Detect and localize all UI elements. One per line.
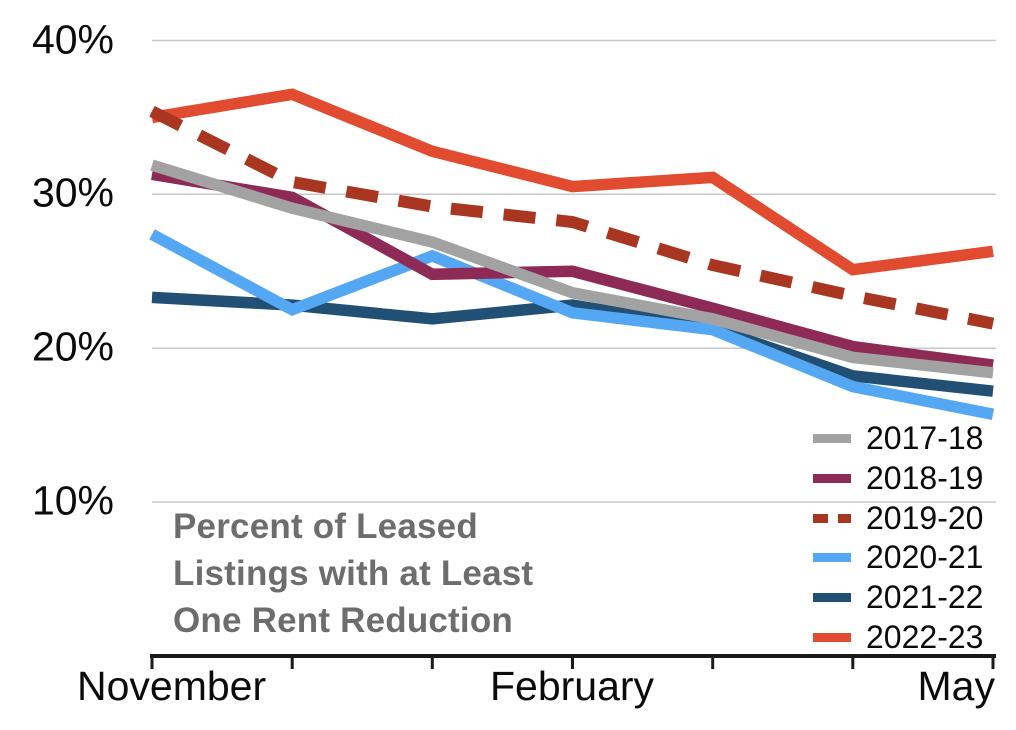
legend-swatch-2021-22-icon: [813, 593, 851, 603]
legend-swatch-2019-20-icon: [813, 513, 851, 523]
legend-item-2017-18: 2017-18: [813, 419, 983, 459]
legend-swatch-2017-18-icon: [813, 434, 851, 444]
y-axis: 40% 30% 20% 10%: [0, 0, 114, 730]
x-tick-label-november: November: [77, 663, 267, 709]
series-line-2017-18: [150, 159, 994, 379]
legend-label-2021-22: 2021-22: [866, 579, 984, 616]
legend-label-2020-21: 2020-21: [866, 539, 984, 576]
series-line-2019-20: [149, 105, 995, 330]
series-line-2020-21: [149, 229, 995, 420]
legend-swatch-2022-23-icon: [813, 632, 851, 642]
y-tick-label-30: 30%: [31, 169, 114, 216]
legend: 2017-18 2018-19 2019-20 2020-21 2021-22 …: [813, 419, 983, 657]
series-line-2018-19: [151, 168, 994, 371]
legend-item-2021-22: 2021-22: [813, 578, 983, 618]
chart-title-line-3: One Rent Reduction: [173, 601, 513, 640]
legend-label-2017-18: 2017-18: [866, 420, 984, 457]
legend-item-2019-20: 2019-20: [813, 498, 983, 538]
x-tick-label-may: May: [917, 663, 995, 709]
chart-title-line-2: Listings with at Least: [173, 554, 534, 593]
y-tick-label-10: 10%: [31, 477, 114, 524]
legend-label-2022-23: 2022-23: [866, 618, 984, 655]
legend-label-2018-19: 2018-19: [866, 460, 984, 497]
chart-title-line-1: Percent of Leased: [173, 507, 478, 546]
legend-label-2019-20: 2019-20: [866, 499, 984, 536]
chart-title: Percent of Leased Listings with at Least…: [173, 503, 533, 644]
y-tick-label-40: 40%: [31, 16, 114, 63]
legend-swatch-2018-19-icon: [813, 474, 851, 484]
x-tick-label-february: February: [489, 663, 655, 709]
legend-item-2018-19: 2018-19: [813, 459, 983, 499]
legend-item-2020-21: 2020-21: [813, 538, 983, 578]
series-line-2022-23: [151, 88, 994, 276]
y-tick-label-20: 20%: [31, 323, 114, 370]
legend-item-2022-23: 2022-23: [813, 617, 983, 657]
legend-swatch-2020-21-icon: [813, 553, 851, 563]
